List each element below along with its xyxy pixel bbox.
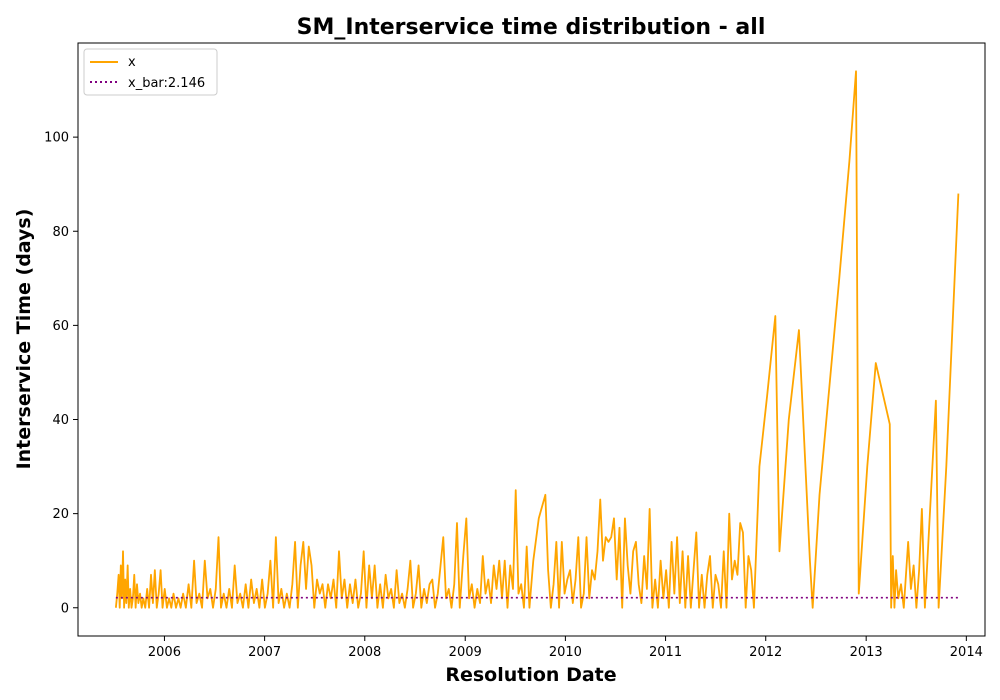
- plot-area: 2006 2007 2008 2009 2010 2011 2012 2013 2014 0 20…: [44, 43, 985, 660]
- y-axis-label: Interservice Time (days): [13, 209, 35, 470]
- x-tick-label: 2011: [649, 645, 682, 660]
- x-tick-label: 2012: [749, 645, 782, 660]
- x-tick-label: 2006: [148, 645, 181, 660]
- legend: x x_bar:2.146: [84, 49, 217, 95]
- legend-label-x: x: [128, 55, 136, 70]
- chart-title: SM_Interservice time distribution - all: [297, 15, 766, 40]
- x-tick-label: 2013: [850, 645, 883, 660]
- x-tick-label: 2007: [248, 645, 281, 660]
- y-tick-label: 40: [52, 413, 69, 428]
- y-tick-label: 100: [44, 131, 69, 146]
- x-tick-label: 2014: [950, 645, 983, 660]
- y-tick-label: 60: [52, 319, 69, 334]
- legend-label-x-bar: x_bar:2.146: [128, 76, 205, 91]
- x-axis-label: Resolution Date: [445, 664, 616, 686]
- y-tick-label: 80: [52, 225, 69, 240]
- x-tick-label: 2010: [549, 645, 582, 660]
- x-tick-label: 2008: [348, 645, 381, 660]
- plot-background: [78, 43, 985, 636]
- x-tick-label: 2009: [449, 645, 482, 660]
- y-tick-label: 20: [52, 507, 69, 522]
- y-tick-label: 0: [61, 601, 69, 616]
